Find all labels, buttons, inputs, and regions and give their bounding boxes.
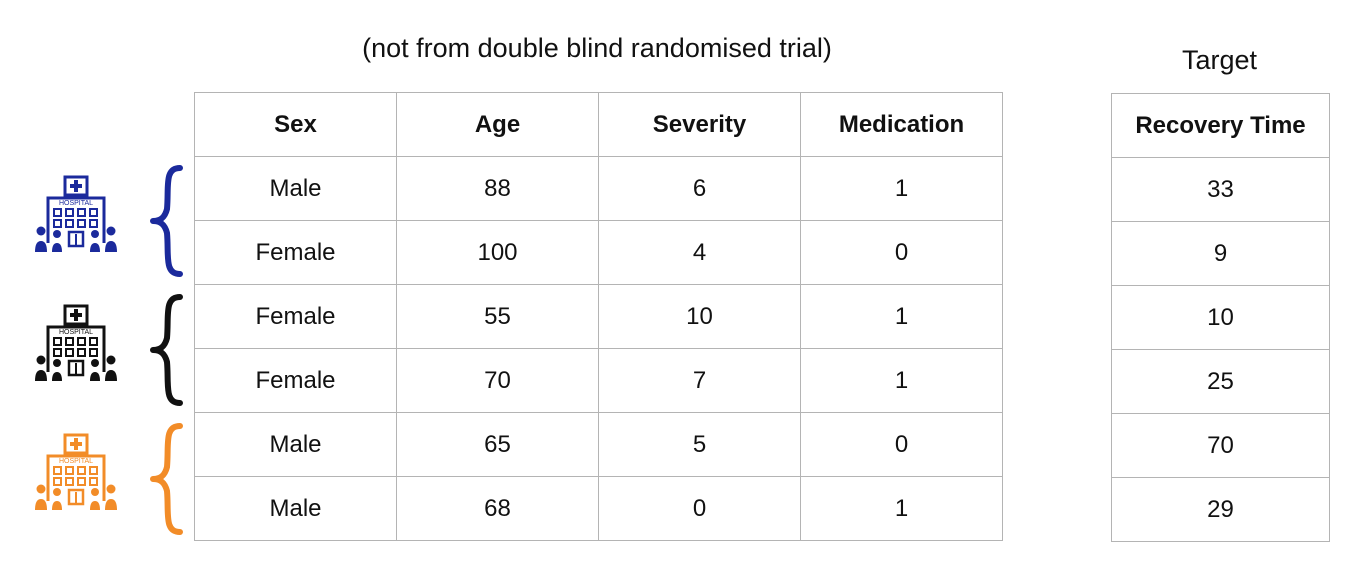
cell-medication: 0 [800,412,1003,477]
hospital-icon: HOSPITAL [35,175,117,252]
cell-recovery-time: 70 [1111,413,1330,478]
cell-sex: Male [194,476,397,541]
cell-sex: Female [194,348,397,413]
table-row: Male 68 0 1 [194,476,1003,541]
cell-medication: 1 [800,476,1003,541]
cell-sex: Male [194,412,397,477]
table-row: 25 [1111,349,1330,414]
cell-age: 68 [396,476,599,541]
table-row: Female 55 10 1 [194,284,1003,349]
cell-recovery-time: 25 [1111,349,1330,414]
target-header-row: Recovery Time [1111,93,1330,158]
cell-age: 70 [396,348,599,413]
header-medication: Medication [800,92,1003,157]
target-title: Target [1181,45,1258,75]
cell-severity: 4 [598,220,801,285]
table-row: 9 [1111,221,1330,286]
brace-icon [150,165,183,277]
cell-age: 55 [396,284,599,349]
hospital-sign: HOSPITAL [59,200,93,207]
features-table: Sex Age Severity Medication Male 88 6 1 … [194,92,1003,541]
table-row: 70 [1111,413,1330,478]
hospital-group-1: HOSPITAL [30,157,195,286]
header-age: Age [396,92,599,157]
table-row: Male 65 5 0 [194,412,1003,477]
hospital-group-3: HOSPITAL [30,415,195,544]
hospital-icon: HOSPITAL [35,304,117,381]
header-severity: Severity [598,92,801,157]
header-recovery-time: Recovery Time [1111,93,1330,158]
cell-recovery-time: 10 [1111,285,1330,350]
cell-medication: 1 [800,348,1003,413]
table-row: 33 [1111,157,1330,222]
table-row: 10 [1111,285,1330,350]
cell-severity: 7 [598,348,801,413]
header-sex: Sex [194,92,397,157]
cell-recovery-time: 9 [1111,221,1330,286]
cell-sex: Female [194,220,397,285]
cell-severity: 5 [598,412,801,477]
cell-recovery-time: 29 [1111,477,1330,542]
cell-medication: 1 [800,156,1003,221]
cell-medication: 0 [800,220,1003,285]
cell-severity: 0 [598,476,801,541]
hospital-icon: HOSPITAL [35,433,117,510]
table-row: Female 70 7 1 [194,348,1003,413]
hospital-group-2: HOSPITAL [30,286,195,415]
table-row: Female 100 4 0 [194,220,1003,285]
hospital-sign: HOSPITAL [59,458,93,465]
cell-age: 100 [396,220,599,285]
cell-severity: 6 [598,156,801,221]
cell-sex: Female [194,284,397,349]
brace-icon [150,294,183,406]
cell-medication: 1 [800,284,1003,349]
features-header-row: Sex Age Severity Medication [194,92,1003,157]
cell-age: 65 [396,412,599,477]
subtitle: (not from double blind randomised trial) [362,33,832,63]
brace-icon [150,423,183,535]
cell-sex: Male [194,156,397,221]
target-table: Recovery Time 33 9 10 25 70 29 [1111,93,1330,542]
hospital-sign: HOSPITAL [59,329,93,336]
cell-age: 88 [396,156,599,221]
cell-severity: 10 [598,284,801,349]
table-row: 29 [1111,477,1330,542]
table-row: Male 88 6 1 [194,156,1003,221]
cell-recovery-time: 33 [1111,157,1330,222]
